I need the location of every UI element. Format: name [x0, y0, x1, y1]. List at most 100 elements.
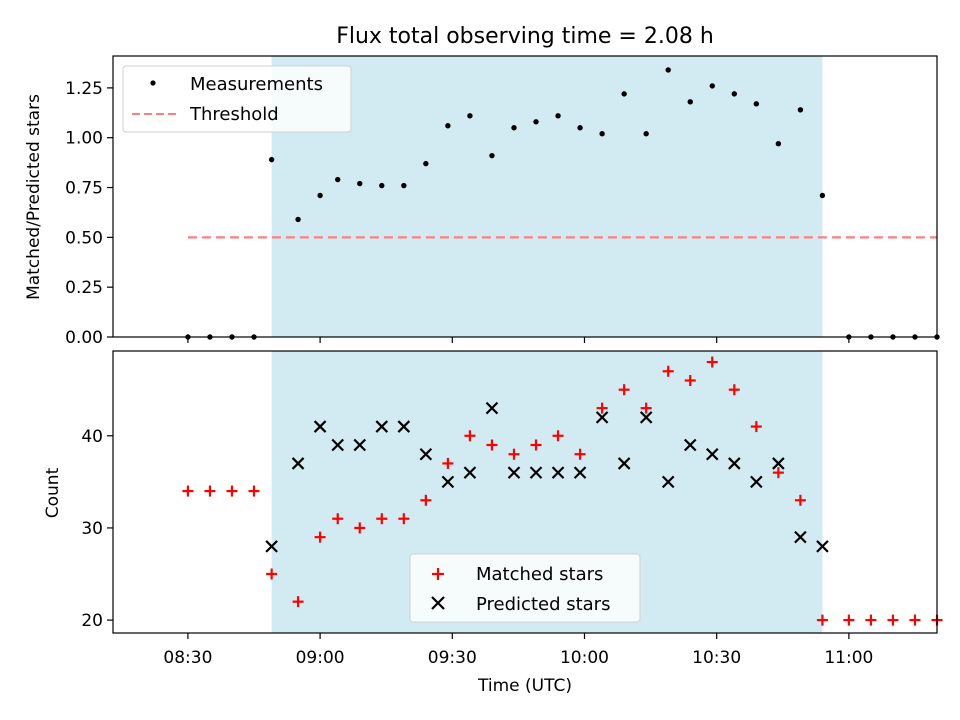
measurement-point [731, 91, 738, 97]
measurement-point [423, 160, 429, 167]
plot-frame [112, 55, 938, 338]
legend-measurement-marker [150, 80, 156, 86]
predicted-point [728, 457, 741, 470]
matched-point [376, 513, 388, 525]
matched-point [204, 485, 216, 497]
predicted-point [507, 466, 521, 479]
top-y-axis-label: Matched/Predicted stars [24, 94, 44, 300]
legend-measurements-label: Measurements [190, 74, 323, 95]
matched-point [618, 384, 630, 396]
y-tick-label: 30 [81, 519, 103, 539]
matched-point [816, 614, 828, 626]
matched-point [464, 430, 476, 442]
predicted-point [573, 466, 587, 479]
measurement-point [295, 216, 301, 223]
measurement-point [577, 125, 583, 131]
bottom-panel: 20 30 40 08:30 09:00 09:30 10:00 10:30 11:00 Cou… [43, 350, 943, 696]
predicted-point [750, 475, 763, 489]
y-tick-label: 20 [81, 611, 103, 631]
measurement-point [268, 156, 275, 163]
measurement-point [753, 101, 760, 107]
bottom-legend: Matched stars Predicted stars [409, 553, 641, 623]
matched-point [772, 467, 784, 479]
matched-point [706, 356, 718, 368]
y-tick-label: 1.00 [65, 129, 103, 149]
matched-point [530, 439, 542, 451]
measurement-point [819, 192, 826, 199]
top-panel: 0.00 0.25 0.50 0.75 1.00 1.25 Matched/Predict… [24, 55, 940, 348]
matched-point [909, 614, 921, 626]
bottom-y-axis-label: Count [43, 467, 63, 518]
matched-point [292, 596, 304, 608]
measurement-point [357, 180, 363, 187]
measurement-point [643, 131, 649, 137]
matched-point [266, 568, 278, 580]
predicted-point [463, 466, 477, 479]
predicted-point [313, 420, 327, 433]
matched-point [354, 522, 366, 534]
measurement-point [775, 140, 782, 147]
measurement-point [797, 107, 804, 113]
matched-point [182, 485, 194, 497]
predicted-point [772, 457, 785, 470]
x-tick-label: 08:30 [163, 648, 212, 668]
matched-point [728, 384, 740, 396]
y-tick-label: 0.00 [65, 328, 103, 348]
matched-point [314, 531, 326, 543]
measurement-point [555, 113, 561, 119]
legend-matched-label: Matched stars [476, 564, 603, 585]
predicted-point [265, 540, 278, 553]
legend-matched-marker [432, 568, 444, 580]
matched-point [574, 448, 586, 460]
measurement-point [709, 83, 715, 89]
predicted-point [661, 475, 675, 489]
predicted-point [705, 447, 719, 461]
matched-point [684, 374, 696, 386]
measurement-point [511, 125, 517, 131]
measurement-point [379, 182, 385, 189]
legend-predicted-label: Predicted stars [476, 594, 610, 615]
measurement-point [317, 192, 323, 199]
y-tick-label: 1.25 [65, 79, 103, 99]
matched-point [508, 448, 520, 460]
matched-point [750, 421, 762, 433]
matched-point [596, 402, 608, 414]
legend-threshold-label: Threshold [189, 104, 279, 125]
y-tick-label: 0.75 [65, 179, 103, 199]
matched-point [865, 614, 877, 626]
x-axis-label: Time (UTC) [477, 676, 572, 696]
predicted-point [639, 411, 653, 424]
y-tick-label: 40 [81, 427, 103, 447]
matched-point [420, 494, 432, 506]
measurement-point [533, 119, 539, 125]
plot-frame [112, 350, 938, 634]
predicted-point [529, 466, 543, 479]
predicted-point [375, 420, 389, 433]
predicted-point [291, 457, 305, 470]
top-legend: Measurements Threshold [122, 65, 352, 133]
matched-point [640, 402, 652, 414]
measurement-point [467, 113, 473, 119]
predicted-point [353, 438, 367, 452]
predicted-point [397, 420, 411, 433]
predicted-point [683, 438, 697, 452]
predicted-point [617, 457, 631, 470]
x-tick-label: 10:30 [692, 648, 741, 668]
measurement-point [401, 182, 407, 189]
measurement-point [445, 123, 451, 129]
measurement-point [489, 152, 495, 159]
predicted-point [419, 447, 433, 461]
x-tick-label: 09:30 [428, 648, 477, 668]
measurement-point [665, 67, 671, 73]
predicted-point [595, 411, 609, 424]
predicted-point [816, 540, 829, 553]
measurement-point [599, 131, 605, 137]
y-tick-label: 0.25 [65, 278, 103, 298]
measurement-point [621, 91, 627, 97]
shaded-interval [271, 56, 823, 337]
measurement-point [687, 99, 693, 105]
matched-point [662, 365, 674, 377]
measurement-point [335, 176, 341, 183]
x-tick-label: 09:00 [296, 648, 345, 668]
